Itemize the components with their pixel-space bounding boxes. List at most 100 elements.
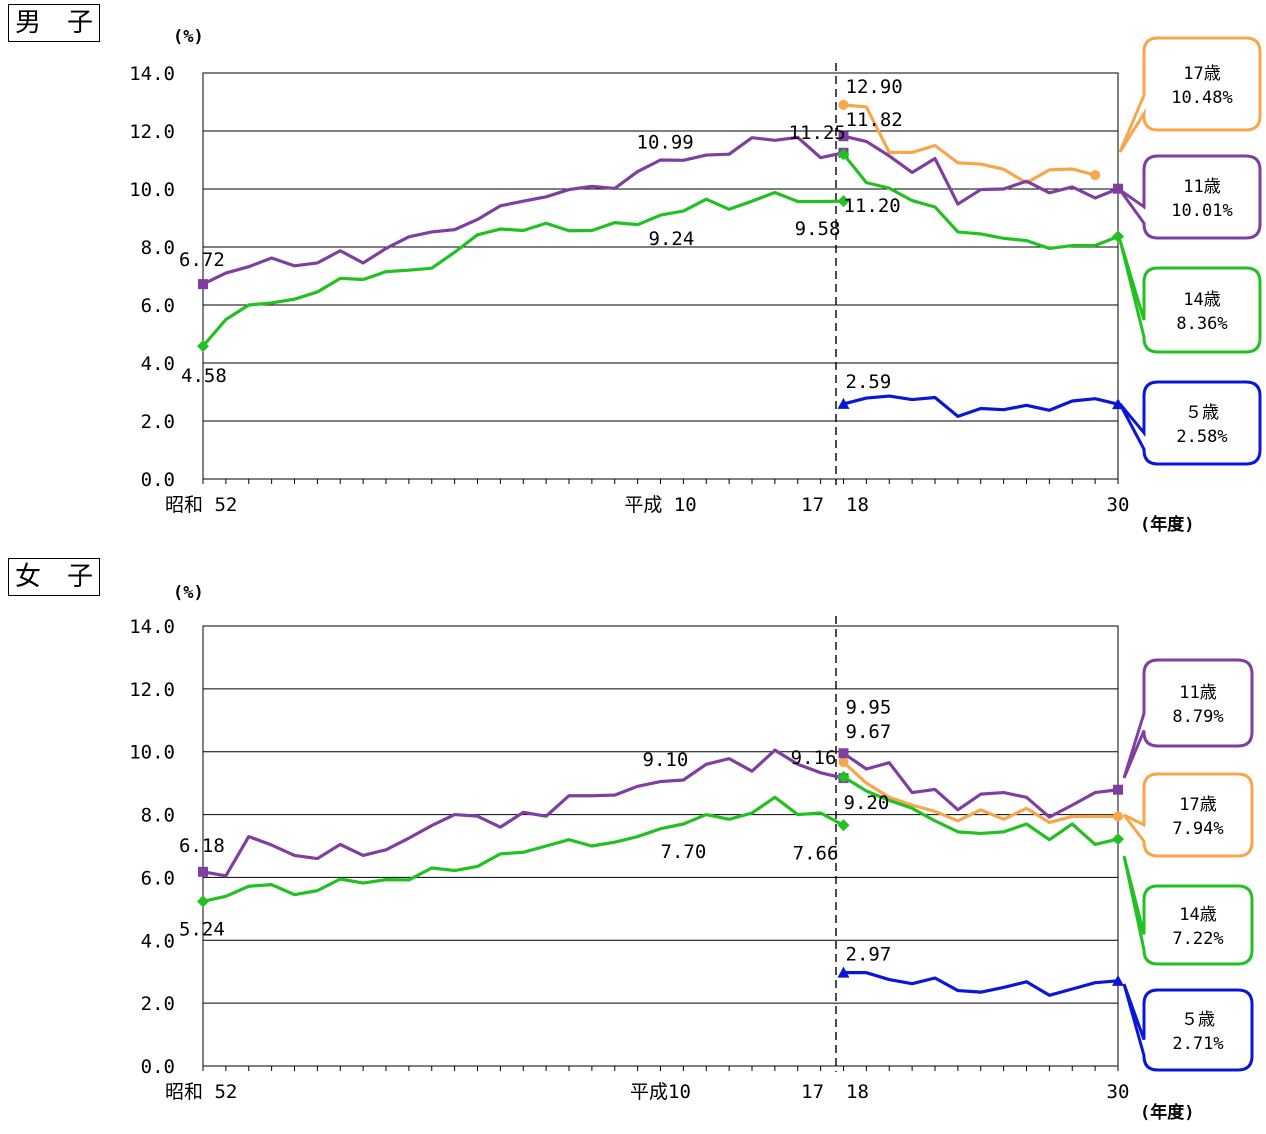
callout-box	[1122, 983, 1254, 1072]
callout-box	[1122, 658, 1254, 779]
series-line-age14	[202, 795, 845, 903]
callout-box	[1118, 239, 1262, 354]
data-point-marker	[198, 866, 208, 877]
x-axis-label: (年度)	[1140, 1102, 1194, 1123]
data-point-marker	[1113, 183, 1123, 194]
callout-box	[1118, 36, 1262, 153]
data-point-marker	[837, 195, 850, 208]
data-label: 9.16	[791, 747, 837, 769]
y-tick-label: 4.0	[141, 353, 175, 375]
panel-label-female: 女 子	[8, 558, 101, 596]
data-label: 9.20	[844, 792, 890, 814]
data-label: 7.70	[661, 841, 707, 863]
data-label: 11.82	[846, 109, 903, 131]
unit-label: (%)	[173, 583, 204, 603]
x-tick-label: 30	[1107, 1081, 1130, 1103]
series-line-age11	[202, 135, 844, 286]
chart-panel-0: 0.0 2.0 4.0 6.0 8.0 10.0 12.0 14.0 (%) 昭和 52 平成 10…	[129, 27, 1262, 535]
y-tick-label: 0.0	[141, 469, 175, 491]
data-point-marker	[837, 966, 850, 978]
y-tick-label: 12.0	[129, 121, 175, 143]
data-point-marker	[837, 397, 850, 409]
x-tick-label: 17	[801, 494, 824, 516]
callout-age-label: 14歳	[1179, 905, 1216, 925]
data-label: 11.25	[789, 122, 846, 144]
unit-label: (%)	[173, 27, 204, 47]
data-label: 6.18	[179, 835, 225, 857]
callout-box	[1118, 380, 1262, 466]
data-point-marker	[1112, 230, 1124, 243]
callout-age-label: 11歳	[1183, 177, 1220, 197]
y-tick-label: 14.0	[129, 63, 175, 85]
y-tick-label: 12.0	[129, 679, 175, 701]
y-tick-label: 2.0	[141, 993, 175, 1015]
data-point-marker	[838, 757, 849, 768]
series-line-age5	[843, 971, 1119, 997]
y-tick-label: 14.0	[129, 616, 175, 638]
y-tick-label: 8.0	[141, 237, 175, 259]
callout-value-label: 2.58%	[1176, 427, 1227, 447]
data-label: 9.58	[795, 218, 841, 240]
callout-value-label: 2.71%	[1172, 1034, 1223, 1054]
data-point-marker	[1090, 170, 1101, 181]
series-line-age11	[842, 751, 1119, 819]
data-label: 2.97	[846, 944, 892, 966]
series-line-age17	[843, 103, 1096, 185]
callout-age-label: 17歳	[1183, 64, 1220, 84]
callout-age-label: 11歳	[1179, 683, 1216, 703]
y-tick-label: 4.0	[141, 930, 175, 952]
data-point-marker	[837, 770, 850, 783]
data-label: 10.99	[637, 131, 694, 153]
series-line-age17	[842, 760, 1118, 825]
callout-box	[1122, 855, 1254, 966]
callout-age-label: ５歳	[1181, 1010, 1215, 1030]
callout-value-label: 7.94%	[1172, 819, 1223, 839]
data-label: 7.66	[793, 842, 839, 864]
data-point-marker	[838, 99, 849, 110]
data-point-marker	[197, 340, 209, 353]
data-point-marker	[1112, 974, 1124, 986]
data-point-marker	[1113, 811, 1123, 822]
panel-label-male: 男 子	[8, 4, 101, 42]
y-tick-label: 6.0	[141, 295, 175, 317]
data-point-marker	[1112, 833, 1124, 846]
x-tick-label: 昭和 52	[165, 1081, 237, 1103]
x-tick-label: 昭和 52	[165, 494, 237, 516]
data-label: 4.58	[181, 365, 227, 387]
series-line-age14	[842, 153, 1119, 251]
series-line-age11	[202, 748, 844, 878]
series-line-age14	[842, 775, 1119, 847]
data-label: 2.59	[846, 371, 892, 393]
callout-value-label: 10.01%	[1171, 201, 1232, 221]
callout-value-label: 10.48%	[1171, 88, 1232, 108]
series-line-age11	[843, 134, 1119, 206]
x-tick-label: 17	[801, 1081, 824, 1103]
x-axis-label: (年度)	[1140, 514, 1194, 535]
series-line-age5	[843, 394, 1119, 418]
data-label: 6.72	[179, 249, 225, 271]
chart-panel-1: 0.0 2.0 4.0 6.0 8.0 10.0 12.0 14.0 (%) 昭和 52 平成10 1…	[129, 583, 1254, 1123]
callout-box	[1118, 154, 1262, 240]
data-label: 5.24	[179, 918, 225, 940]
callout-value-label: 8.79%	[1172, 707, 1223, 727]
data-point-marker	[837, 148, 850, 161]
data-point-marker	[838, 131, 849, 142]
callout-age-label: 14歳	[1183, 290, 1220, 310]
y-tick-label: 8.0	[141, 805, 175, 827]
data-label: 12.90	[846, 76, 903, 98]
data-label: 9.95	[846, 696, 892, 718]
x-tick-label: 18	[846, 494, 869, 516]
x-tick-label: 平成10	[630, 1081, 691, 1103]
y-tick-label: 10.0	[129, 179, 175, 201]
callout-value-label: 7.22%	[1172, 929, 1223, 949]
callout-value-label: 8.36%	[1176, 314, 1227, 334]
data-label: 9.24	[649, 228, 695, 250]
data-point-marker	[198, 279, 208, 290]
data-point-marker	[837, 819, 850, 832]
callout-box	[1122, 772, 1254, 858]
data-label: 9.67	[846, 721, 892, 743]
callout-age-label: ５歳	[1185, 403, 1219, 423]
data-label: 9.10	[643, 749, 689, 771]
y-tick-label: 10.0	[129, 742, 175, 764]
